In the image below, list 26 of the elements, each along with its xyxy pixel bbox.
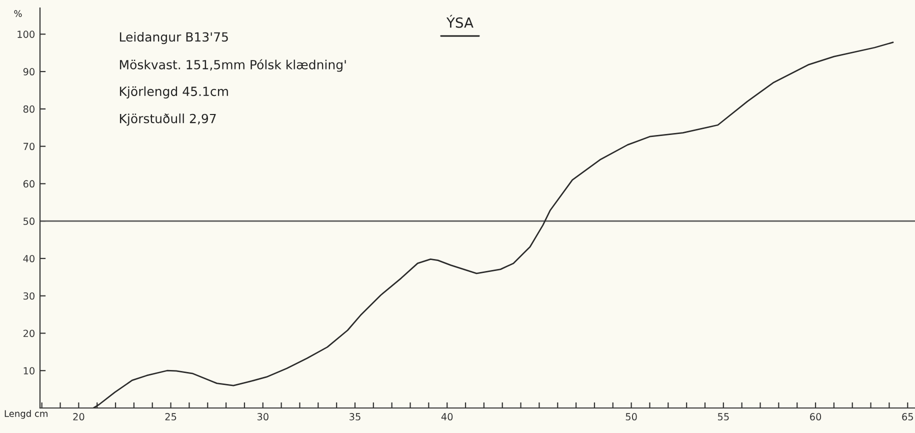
annotation: Kjörlengd 45.1cm (120, 86, 228, 98)
chart-title: ÝSA (446, 14, 474, 28)
y-tick-label: 100 (18, 30, 34, 38)
x-tick-label: 55 (718, 413, 729, 420)
annotation: Möskvast. 151,5mm Pólsk klædning' (120, 59, 346, 72)
y-axis-title: % (14, 10, 22, 17)
x-tick-label: 20 (73, 413, 84, 420)
x-axis-title: Lengd cm (4, 410, 48, 419)
y-tick-label: 10 (24, 367, 34, 374)
y-tick-label: 90 (23, 68, 34, 76)
x-tick-label: 60 (810, 413, 822, 420)
x-tick-label: 30 (257, 413, 268, 420)
y-tick-label: 40 (23, 254, 34, 262)
y-tick-label: 50 (24, 218, 34, 225)
x-tick-label: 65 (902, 413, 913, 420)
y-tick-label: 20 (23, 330, 34, 338)
x-tick-label: 50 (626, 413, 637, 420)
y-tick-label: 60 (23, 180, 34, 188)
y-tick-label: 70 (24, 142, 34, 150)
x-tick-label: 25 (165, 413, 176, 420)
x-tick-label: 40 (441, 413, 453, 420)
annotation: Leidangur B13'75 (120, 32, 228, 44)
x-tick-label: 35 (350, 413, 360, 420)
y-tick-label: 30 (24, 292, 34, 300)
annotation: Kjörstuðull 2,97 (120, 114, 216, 126)
y-tick-label: 80 (23, 105, 34, 113)
